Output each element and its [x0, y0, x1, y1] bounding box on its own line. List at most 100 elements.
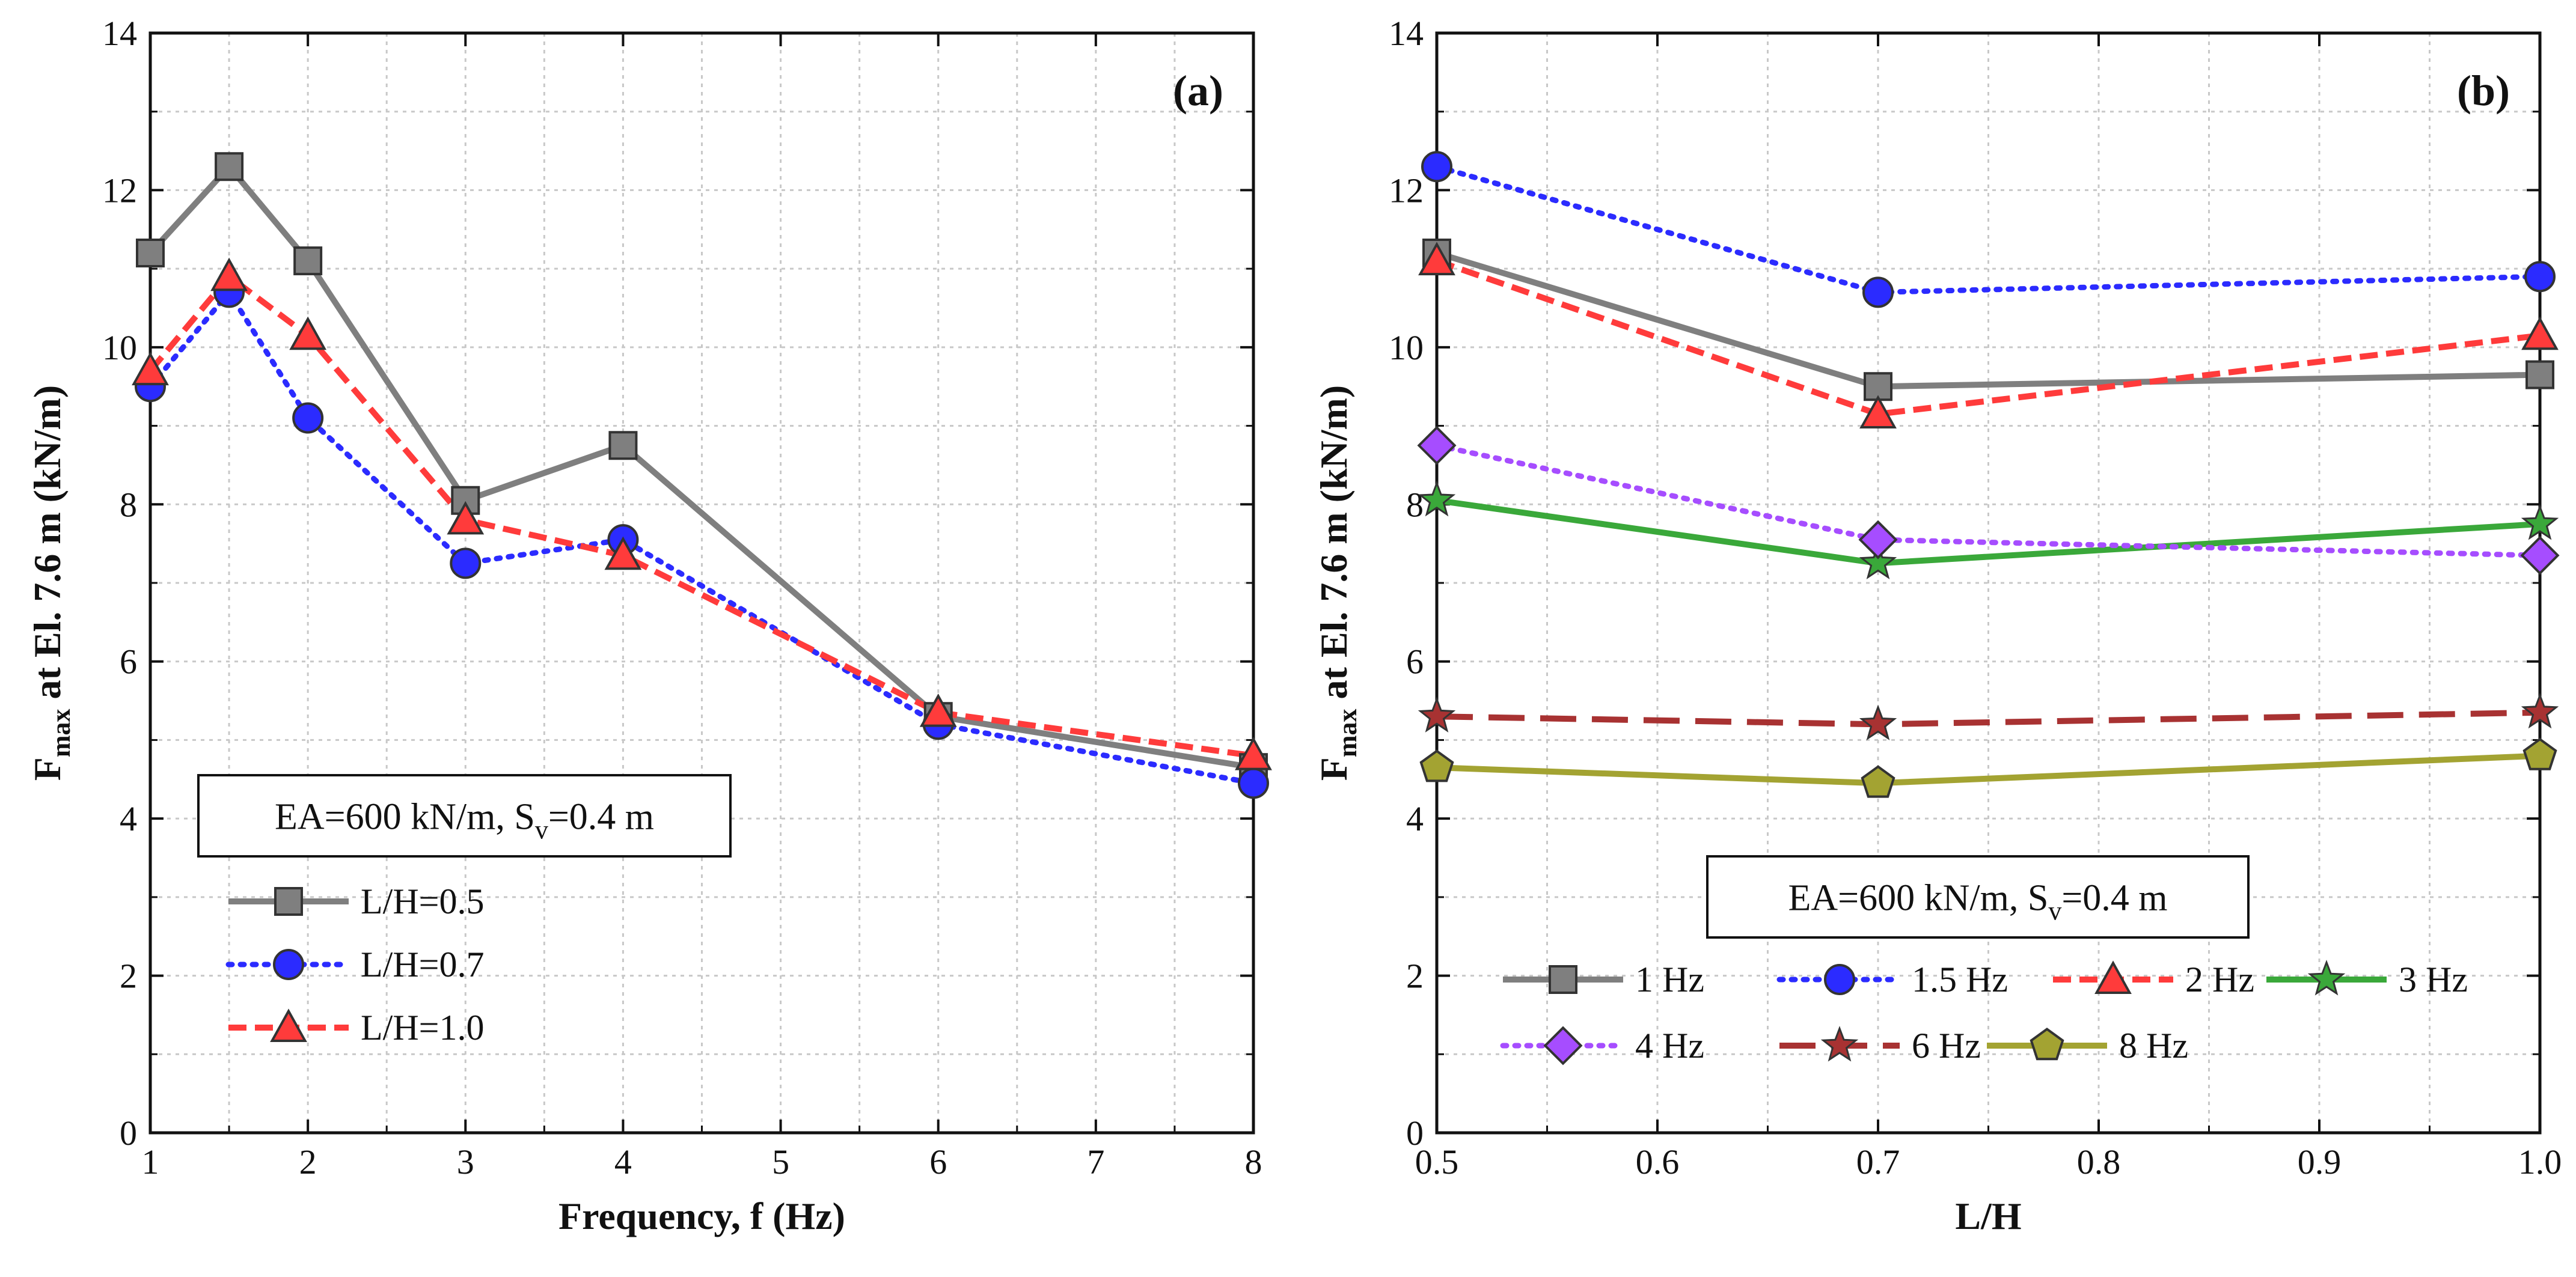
panel-tag: (a): [1173, 67, 1223, 115]
y-label-rest: at El. 7.6 m (kN/m): [26, 385, 69, 709]
data-point-8-hz: [2522, 737, 2557, 770]
data-point-3-hz: [1859, 543, 1897, 579]
x-tick-label: 0.9: [2298, 1142, 2342, 1181]
y-tick-label: 0: [1406, 1114, 1424, 1153]
y-tick-label: 8: [120, 485, 137, 524]
y-axis-label: Fmax at El. 7.6 m (kN/m): [1312, 385, 1362, 781]
x-tick-label: 5: [772, 1142, 789, 1181]
x-tick-label: 0.7: [1856, 1142, 1900, 1181]
data-point-1-5-hz: [2524, 261, 2556, 293]
annotation-sub: v: [535, 815, 548, 845]
data-point-l-h-0-5: [215, 152, 244, 181]
data-point-2-hz: [1418, 242, 1455, 276]
legend-label: 6 Hz: [1912, 1026, 1981, 1065]
y-label-rest: at El. 7.6 m (kN/m): [1312, 385, 1355, 709]
legend-marker: [2094, 960, 2132, 994]
legend-item: 4 Hz: [1500, 1026, 1704, 1065]
data-point-1-5-hz: [1862, 276, 1894, 308]
y-tick-label: 10: [1389, 328, 1424, 367]
legend-marker: [270, 1008, 307, 1042]
y-tick-label: 6: [1406, 642, 1424, 681]
legend: 1 Hz 1.5 Hz 2 Hz 3 Hz 4 Hz 6 Hz 8 Hz: [1500, 960, 2468, 1065]
data-point-6-hz: [1418, 696, 1456, 733]
series-group: [132, 152, 1272, 799]
panel-tag: (b): [2457, 67, 2510, 115]
data-point-l-h-0-7: [292, 402, 324, 434]
legend-label: 8 Hz: [2119, 1026, 2188, 1065]
legend-marker: [2307, 960, 2346, 996]
data-point-l-h-1-0: [447, 501, 485, 535]
annotation-pre: EA=600 kN/m, S: [1788, 878, 2048, 919]
legend-item: L/H=1.0: [228, 1008, 485, 1047]
x-tick-label: 2: [299, 1142, 317, 1181]
data-point-6-hz: [2521, 692, 2559, 729]
legend-label: 4 Hz: [1635, 1026, 1704, 1065]
y-label-sub: max: [46, 709, 76, 757]
grid: [1437, 33, 2540, 1133]
series-line-6-hz: [1436, 709, 2541, 728]
y-label-main: F: [26, 757, 69, 781]
data-point-4-hz: [2520, 535, 2560, 575]
data-point-l-h-1-0: [919, 693, 957, 727]
legend: L/H=0.5 L/H=0.7 L/H=1.0: [225, 882, 485, 1047]
legend-item: 2 Hz: [2053, 960, 2254, 999]
legend-label: L/H=1.0: [361, 1008, 485, 1047]
data-point-l-h-0-7: [1238, 767, 1269, 799]
data-point-2-hz: [1859, 395, 1897, 428]
legend-label: 1.5 Hz: [1912, 960, 2008, 999]
annotation-sub: v: [2048, 897, 2061, 926]
legend-marker: [1549, 965, 1577, 994]
legend-item: 1 Hz: [1503, 960, 1704, 999]
data-point-l-h-1-0: [210, 257, 248, 291]
data-point-6-hz: [1859, 704, 1897, 740]
x-tick-label: 0.8: [2077, 1142, 2121, 1181]
legend-label: 2 Hz: [2185, 960, 2254, 999]
legend-item: L/H=0.7: [225, 945, 485, 984]
data-point-l-h-0-5: [608, 431, 638, 460]
y-label-sub: max: [1333, 709, 1362, 757]
x-tick-labels: 0.5 0.6 0.7 0.8 0.9 1.0: [1415, 1142, 2562, 1181]
x-tick-label: 0.5: [1415, 1142, 1459, 1181]
annotation-post: =0.4 m: [2061, 878, 2167, 919]
data-point-l-h-1-0: [132, 352, 169, 386]
series-line-4-hz: [1434, 442, 2543, 558]
legend-marker: [1824, 964, 1855, 995]
annotation-text: EA=600 kN/m, Sv=0.4 m: [275, 797, 654, 845]
data-point-l-h-1-0: [1235, 736, 1272, 770]
legend-marker: [274, 887, 303, 916]
y-tick-label: 8: [1406, 485, 1424, 524]
x-tick-label: 1: [142, 1142, 159, 1181]
data-point-l-h-0-7: [450, 547, 482, 579]
legend-marker: [273, 949, 304, 980]
annotation-box: EA=600 kN/m, Sv=0.4 m: [197, 774, 732, 858]
data-point-l-h-1-0: [604, 536, 642, 570]
annotation-text: EA=600 kN/m, Sv=0.4 m: [1788, 878, 2167, 926]
legend-marker: [1820, 1026, 1859, 1062]
data-point-4-hz: [1858, 520, 1898, 559]
legend-item: 6 Hz: [1779, 1026, 1981, 1065]
data-point-l-h-0-5: [136, 239, 165, 267]
x-tick-label: 0.6: [1636, 1142, 1680, 1181]
x-tick-label: 8: [1245, 1142, 1262, 1181]
data-point-1-hz: [2526, 360, 2554, 389]
data-point-3-hz: [1418, 480, 1456, 517]
y-tick-label: 12: [1389, 171, 1424, 210]
y-tick-label: 4: [1406, 799, 1424, 838]
y-tick-label: 2: [1406, 957, 1424, 996]
annotation-post: =0.4 m: [548, 797, 654, 838]
annotation-pre: EA=600 kN/m, S: [275, 797, 535, 838]
annotation-box: EA=600 kN/m, Sv=0.4 m: [1706, 855, 2250, 939]
data-point-l-h-1-0: [289, 316, 327, 350]
x-tick-label: 3: [457, 1142, 474, 1181]
y-tick-label: 14: [1389, 14, 1424, 53]
y-tick-label: 14: [102, 14, 137, 53]
x-tick-label: 4: [614, 1142, 632, 1181]
y-tick-labels: 0 2 4 6 8 10 12 14: [102, 14, 137, 1153]
legend-item: 3 Hz: [2266, 960, 2468, 999]
legend-marker: [1543, 1026, 1583, 1065]
x-tick-labels: 1 2 3 4 5 6 7 8: [142, 1142, 1262, 1181]
x-tick-label: 6: [929, 1142, 947, 1181]
x-tick-label: 7: [1087, 1142, 1104, 1181]
